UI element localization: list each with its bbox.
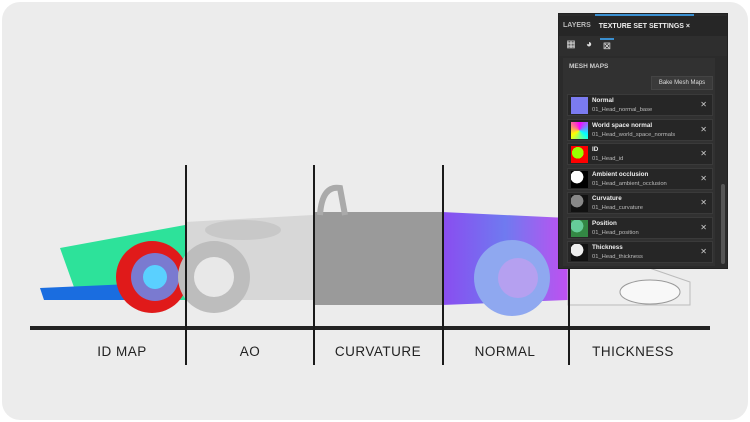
bake-mesh-maps-button[interactable]: Bake Mesh Maps [651, 76, 713, 90]
divider [313, 165, 315, 365]
mesh-map-row[interactable]: Ambient occlusion 01_Head_ambient_occlus… [567, 167, 713, 190]
tab-label: TEXTURE SET SETTINGS [598, 23, 684, 30]
label-normal: NORMAL [474, 344, 536, 359]
map-file: 01_Head_curvature [592, 205, 643, 211]
close-icon[interactable]: × [685, 23, 690, 30]
id-map-wing [40, 284, 130, 300]
map-thumbnail [571, 195, 588, 212]
mesh-maps-icon[interactable]: ◕ [585, 39, 593, 50]
uv-icon[interactable]: ⊠ [600, 38, 614, 52]
tab-layers[interactable]: LAYERS [563, 22, 591, 29]
remove-icon[interactable]: ✕ [700, 198, 707, 207]
label-id-map: ID MAP [97, 344, 147, 359]
mesh-map-row[interactable]: World space normal 01_Head_world_space_n… [567, 118, 713, 141]
panel-tabs: LAYERS TEXTURE SET SETTINGS × [559, 14, 727, 36]
map-thumbnail [571, 219, 588, 237]
mesh-map-row[interactable]: Position 01_Head_position ✕ [567, 216, 713, 239]
map-name: Thickness [592, 244, 623, 251]
section-title: MESH MAPS [569, 63, 609, 70]
map-file: 01_Head_world_space_normals [592, 131, 676, 138]
panel-toolbar: ▦ ◕ ⊠ [559, 36, 727, 56]
remove-icon[interactable]: ✕ [700, 100, 707, 109]
map-file: 01_Head_normal_base [592, 107, 653, 113]
texture-set-icon[interactable]: ▦ [566, 39, 576, 50]
curvature-body [313, 212, 442, 305]
mesh-map-row[interactable]: Thickness 01_Head_thickness ✕ [567, 241, 713, 263]
label-ao: AO [239, 344, 261, 359]
map-name: Ambient occlusion [592, 170, 649, 178]
label-thickness: THICKNESS [592, 344, 674, 359]
divider [185, 165, 187, 365]
scrollbar[interactable] [721, 184, 725, 264]
remove-icon[interactable]: ✕ [700, 222, 707, 232]
mesh-maps-section: MESH MAPS Bake Mesh Maps Normal 01_Head_… [563, 58, 715, 266]
texture-set-settings-panel: LAYERS TEXTURE SET SETTINGS × ▦ ◕ ⊠ MESH… [558, 13, 728, 269]
tab-texture-set-settings[interactable]: TEXTURE SET SETTINGS × [594, 14, 694, 36]
map-thumbnail [571, 121, 588, 139]
map-name: ID [592, 146, 599, 153]
mesh-map-row[interactable]: Normal 01_Head_normal_base ✕ [567, 94, 713, 116]
map-file: 01_Head_id [592, 156, 624, 162]
map-thumbnail [571, 97, 588, 114]
remove-icon[interactable]: ✕ [700, 247, 707, 256]
mesh-map-row[interactable]: Curvature 01_Head_curvature ✕ [567, 192, 713, 214]
remove-icon[interactable]: ✕ [700, 173, 707, 183]
map-name: Position [592, 219, 617, 227]
map-thumbnail [571, 244, 588, 261]
map-name: World space normal [592, 121, 653, 129]
map-file: 01_Head_thickness [592, 254, 643, 260]
map-name: Normal [592, 97, 614, 104]
map-file: 01_Head_ambient_occlusion [592, 180, 667, 187]
ground-line [30, 326, 710, 330]
map-thumbnail [571, 146, 588, 163]
remove-icon[interactable]: ✕ [700, 149, 707, 158]
remove-icon[interactable]: ✕ [700, 124, 707, 134]
map-file: 01_Head_position [592, 229, 639, 236]
map-thumbnail [571, 170, 588, 188]
label-curvature: CURVATURE [334, 344, 422, 359]
mesh-map-row[interactable]: ID 01_Head_id ✕ [567, 143, 713, 165]
map-name: Curvature [592, 195, 622, 202]
divider [442, 165, 444, 365]
